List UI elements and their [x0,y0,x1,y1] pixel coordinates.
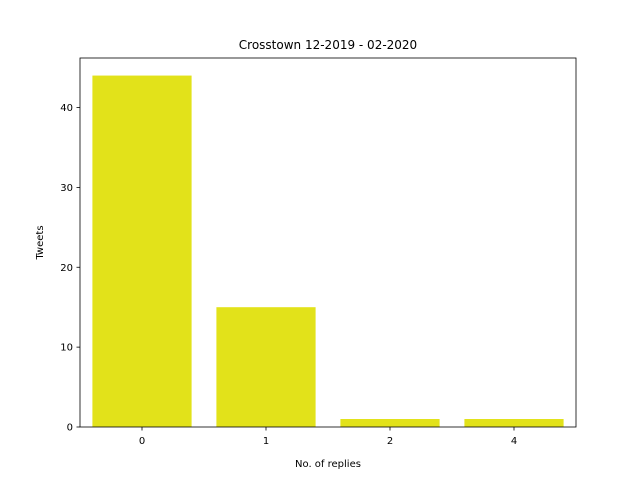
x-tick-label: 2 [387,436,393,447]
y-tick-label: 0 [67,423,73,434]
bar-4 [464,419,564,427]
y-tick-label: 40 [60,103,73,114]
bars-group [92,75,564,428]
x-tick-label: 1 [263,436,269,447]
y-axis-label: Tweets [35,225,46,260]
x-tick-label: 0 [139,436,145,447]
x-tick-label: 4 [511,436,517,447]
y-axis-ticks: 0 10 20 30 40 [60,103,80,434]
bar-2 [340,419,440,427]
y-tick-label: 30 [60,183,73,194]
x-axis-ticks: 0 1 2 4 [139,427,517,447]
x-axis-label: No. of replies [295,459,361,470]
chart-title: Crosstown 12-2019 - 02-2020 [239,38,417,52]
plot-frame [79,57,577,428]
y-tick-label: 20 [60,263,73,274]
y-tick-label: 10 [60,343,73,354]
bar-0 [92,75,192,428]
bar-1 [216,307,316,427]
